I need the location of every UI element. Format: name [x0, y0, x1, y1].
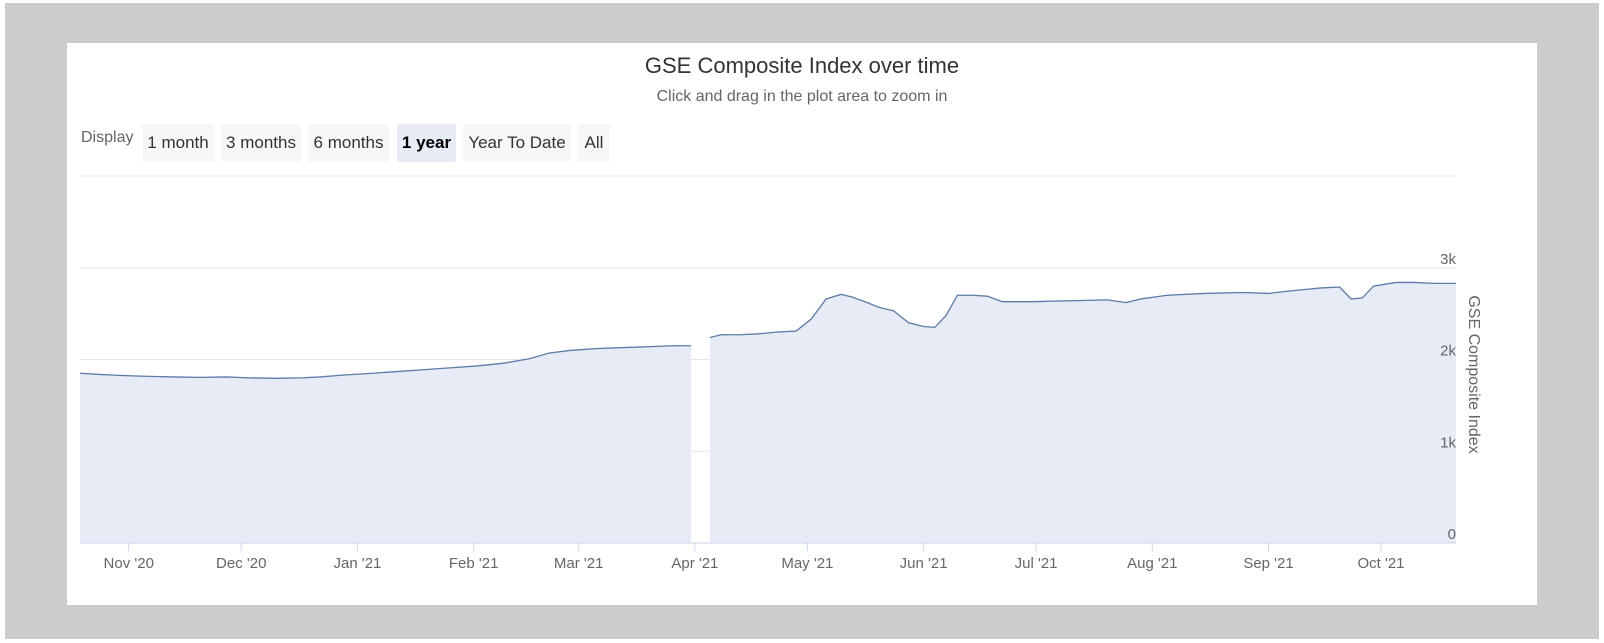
range-button-year-to-date[interactable]: Year To Date [463, 124, 571, 162]
x-tick-label: May '21 [781, 555, 833, 572]
x-tick-label: Nov '20 [104, 555, 154, 572]
x-tick-label: Sep '21 [1243, 555, 1293, 572]
y-tick-label: 1k [1440, 434, 1456, 451]
range-button-3-months[interactable]: 3 months [221, 124, 301, 162]
x-tick-label: Mar '21 [554, 555, 604, 572]
range-button-1-month[interactable]: 1 month [142, 124, 214, 162]
range-button-all[interactable]: All [578, 124, 610, 162]
series-line-0 [79, 345, 692, 379]
x-tick-label: Jun '21 [900, 555, 948, 572]
x-tick-label: Dec '20 [216, 555, 266, 572]
y-tick-label: 0 [1448, 526, 1456, 543]
y-tick-label: 3k [1440, 251, 1456, 268]
chart-card: GSE Composite Index over time Click and … [67, 43, 1537, 605]
range-button-6-months[interactable]: 6 months [308, 124, 389, 162]
x-tick-label: Aug '21 [1127, 555, 1177, 572]
x-tick-label: Oct '21 [1357, 555, 1404, 572]
chart-plot[interactable]: Nov '20 Dec '20 Jan '21 Feb '21 Mar '21 Apr '… [67, 43, 1537, 605]
x-tick-label: Apr '21 [671, 555, 718, 572]
y-tick-label: 2k [1440, 343, 1456, 360]
range-button-1-year[interactable]: 1 year [397, 124, 456, 162]
y-axis-title: GSE Composite Index [1465, 295, 1482, 453]
x-tick-label: Feb '21 [449, 555, 499, 572]
x-tick-label: Jul '21 [1015, 555, 1058, 572]
chart-title: GSE Composite Index over time [644, 53, 960, 78]
series-area-1 [709, 282, 1456, 543]
series-area-0 [80, 345, 692, 543]
series-line-1 [709, 281, 1456, 339]
chart-subtitle: Click and drag in the plot area to zoom … [656, 88, 948, 105]
range-selector-label: Display [81, 129, 134, 146]
x-tick-label: Jan '21 [333, 555, 381, 572]
